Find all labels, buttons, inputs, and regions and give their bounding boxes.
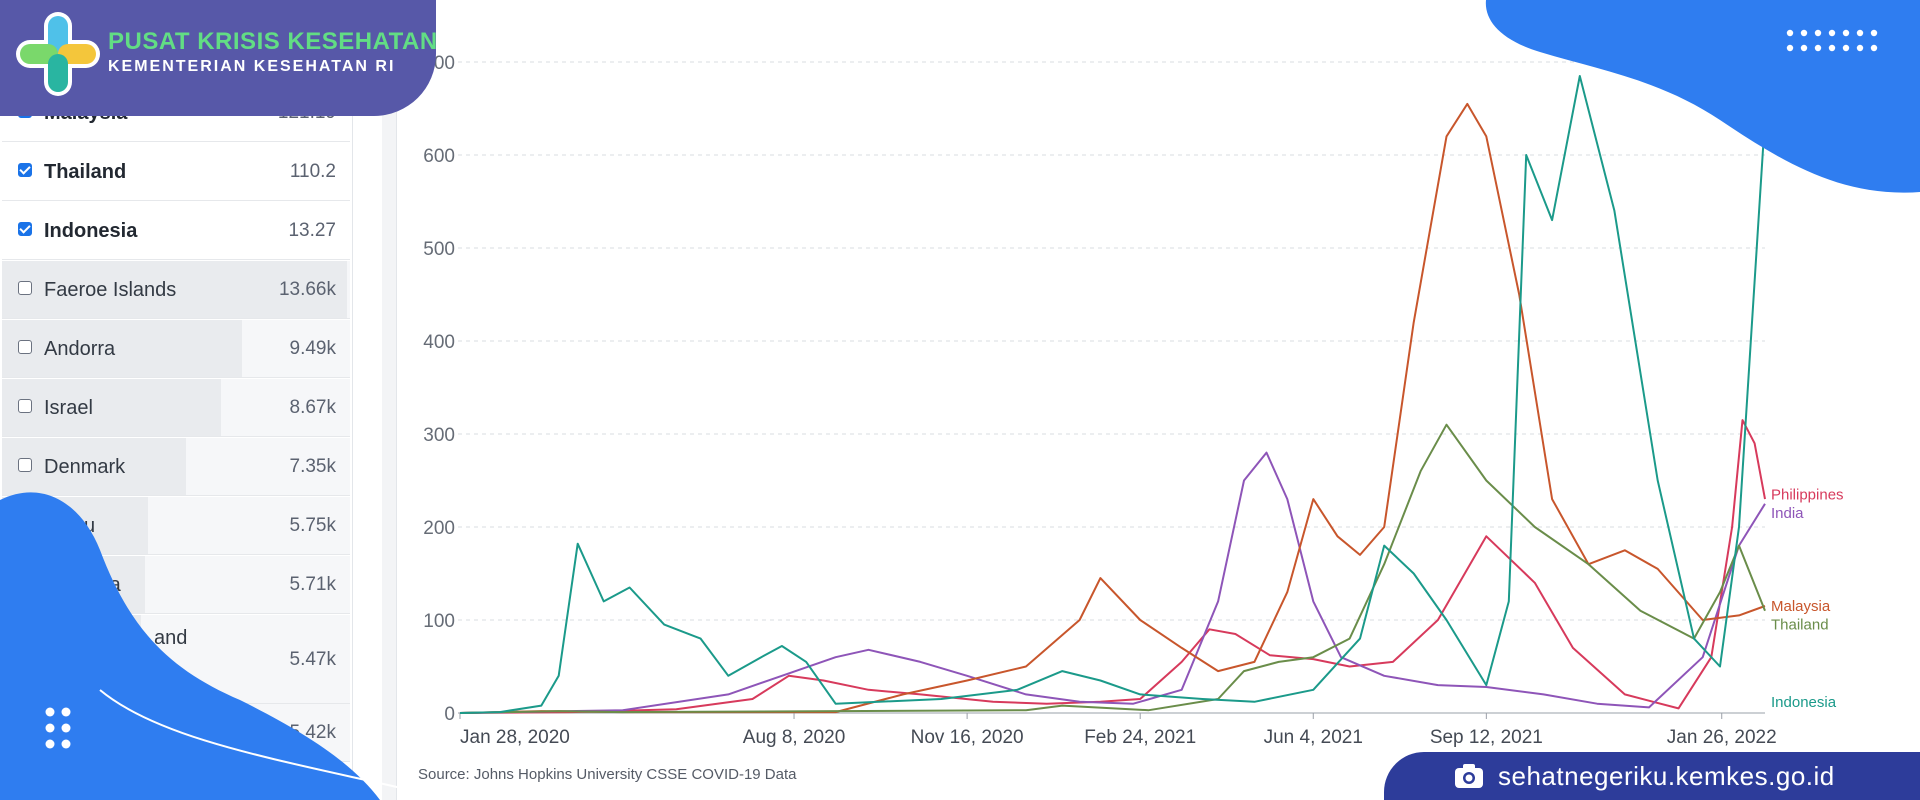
series-line-indonesia[interactable] — [459, 75, 1766, 714]
country-value: 110.2 — [289, 161, 336, 182]
dot — [1842, 29, 1850, 37]
country-value: 9.49k — [289, 338, 336, 359]
list-scrollbar[interactable] — [382, 0, 396, 800]
camera-icon — [1455, 764, 1483, 788]
y-tick-label: 600 — [423, 146, 455, 167]
country-value: 8.67k — [289, 397, 336, 418]
country-value: 13.27 — [288, 220, 336, 241]
country-name: Faeroe Islands — [44, 279, 177, 301]
dot — [45, 739, 55, 749]
decorative-blob-bottom-left — [0, 492, 411, 800]
list-item[interactable]: Denmark 7.35k — [2, 438, 350, 496]
dot — [1786, 44, 1794, 52]
dots-decoration-top-right — [1786, 29, 1878, 52]
country-name: Israel — [44, 397, 93, 419]
country-value: 13.66k — [278, 279, 336, 300]
checkbox[interactable] — [18, 458, 32, 472]
x-tick-label: Aug 8, 2020 — [743, 727, 845, 748]
dots-decoration-bottom-left — [45, 707, 71, 749]
x-tick-label: Feb 24, 2021 — [1084, 727, 1196, 748]
dot — [45, 723, 55, 733]
dot — [1842, 44, 1850, 52]
checkbox[interactable] — [18, 340, 32, 354]
cross-logo-icon — [16, 12, 100, 96]
series-line-thailand[interactable] — [459, 423, 1766, 714]
dot — [1870, 29, 1878, 37]
dot — [1814, 29, 1822, 37]
list-item[interactable]: Indonesia 13.27 — [2, 202, 350, 260]
dot — [61, 707, 71, 717]
decorative-blob-top-right — [1485, 0, 1920, 193]
y-tick-label: 500 — [423, 239, 455, 260]
series-label: Indonesia — [1771, 694, 1837, 711]
series-label: India — [1771, 505, 1804, 522]
dot — [45, 707, 55, 717]
list-item[interactable]: Israel 8.67k — [2, 379, 350, 437]
x-tick-label: Sep 12, 2021 — [1430, 727, 1543, 748]
country-name: Denmark — [44, 456, 126, 478]
x-axis-ticks: Jan 28, 2020 Aug 8, 2020 Nov 16, 2020 Feb 2… — [459, 713, 1777, 748]
checkbox[interactable] — [18, 281, 32, 295]
dot — [61, 723, 71, 733]
y-tick-label: 100 — [423, 611, 455, 632]
value-bar — [2, 438, 187, 495]
series-label: Philippines — [1771, 486, 1844, 503]
logo-title: PUSAT KRISIS KESEHATAN — [108, 28, 438, 55]
list-item[interactable]: Thailand 110.2 — [2, 143, 350, 201]
series-line-philippines[interactable] — [459, 419, 1766, 714]
source-note: Source: Johns Hopkins University CSSE CO… — [418, 766, 797, 783]
x-tick-label: Nov 16, 2020 — [911, 727, 1024, 748]
country-name: Indonesia — [44, 220, 138, 242]
list-item[interactable]: Andorra 9.49k — [2, 320, 350, 378]
series-lines — [459, 75, 1766, 714]
url-link[interactable]: sehatnegeriku.kemkes.go.id — [1498, 761, 1835, 791]
value-bar — [2, 320, 243, 377]
dot — [1828, 44, 1836, 52]
logo-subtitle: KEMENTERIAN KESEHATAN RI — [108, 58, 396, 75]
dot — [1870, 44, 1878, 52]
x-tick-label: Jun 4, 2021 — [1264, 727, 1363, 748]
country-value: 5.71k — [289, 574, 336, 595]
country-name: Andorra — [44, 338, 116, 360]
country-name: Thailand — [44, 161, 127, 183]
value-bar — [2, 261, 347, 318]
series-line-india[interactable] — [459, 451, 1766, 714]
dot — [1828, 29, 1836, 37]
logo-panel: PUSAT KRISIS KESEHATAN KEMENTERIAN KESEH… — [0, 0, 438, 116]
checkbox[interactable] — [18, 222, 32, 236]
value-bar — [2, 379, 222, 436]
gridlines — [458, 61, 1765, 714]
y-tick-label: 400 — [423, 332, 455, 353]
x-tick-label: Jan 26, 2022 — [1667, 727, 1777, 748]
dot — [1786, 29, 1794, 37]
y-tick-label: 300 — [423, 425, 455, 446]
checkbox[interactable] — [18, 399, 32, 413]
series-label: Thailand — [1771, 617, 1829, 634]
url-bar[interactable]: sehatnegeriku.kemkes.go.id — [1384, 752, 1920, 800]
list-divider — [396, 0, 397, 800]
checkbox[interactable] — [18, 163, 32, 177]
series-label: Malaysia — [1771, 598, 1831, 615]
list-item[interactable]: Faeroe Islands 13.66k — [2, 261, 350, 319]
dot — [1800, 29, 1808, 37]
x-tick-label: Jan 28, 2020 — [460, 727, 570, 748]
y-tick-label: 200 — [423, 518, 455, 539]
dot — [1814, 44, 1822, 52]
dot — [61, 739, 71, 749]
series-labels: Philippines India Malaysia Thailand Indonesi… — [1771, 486, 1844, 710]
dot — [1856, 44, 1864, 52]
dot — [1800, 44, 1808, 52]
country-value: 7.35k — [289, 456, 336, 477]
y-tick-label: 0 — [444, 704, 455, 725]
country-value: 5.75k — [289, 515, 336, 536]
country-value: 5.47k — [289, 649, 336, 670]
dot — [1856, 29, 1864, 37]
